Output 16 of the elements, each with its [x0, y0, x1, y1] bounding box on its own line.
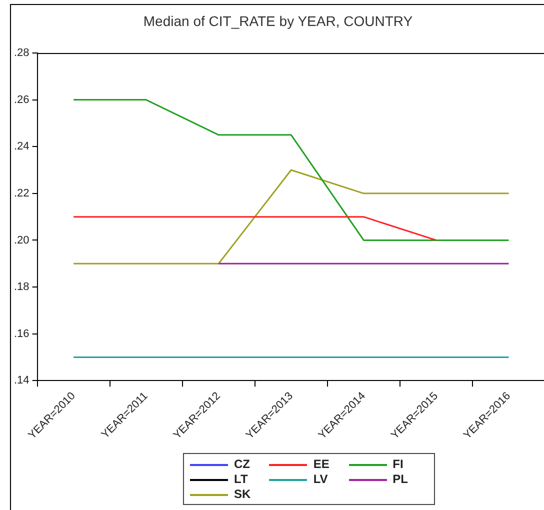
legend-label: LV [313, 472, 328, 487]
legend-label: CZ [234, 457, 250, 472]
legend-label: PL [392, 472, 408, 487]
chart-title: Median of CIT_RATE by YEAR, COUNTRY [142, 13, 414, 29]
y-tick-label: .14 [14, 374, 30, 387]
legend-label: FI [392, 457, 404, 472]
legend-label: LT [234, 472, 248, 487]
y-tick-label: .22 [14, 187, 30, 200]
y-tick-label: .28 [14, 47, 30, 60]
y-tick-label: .16 [14, 328, 30, 340]
legend-label: EE [313, 457, 330, 472]
y-tick-label: .18 [14, 281, 30, 294]
y-tick-label: .26 [14, 94, 30, 106]
y-tick-label: .20 [14, 234, 30, 246]
y-tick-label: .24 [14, 140, 30, 153]
legend-label: SK [234, 487, 251, 502]
